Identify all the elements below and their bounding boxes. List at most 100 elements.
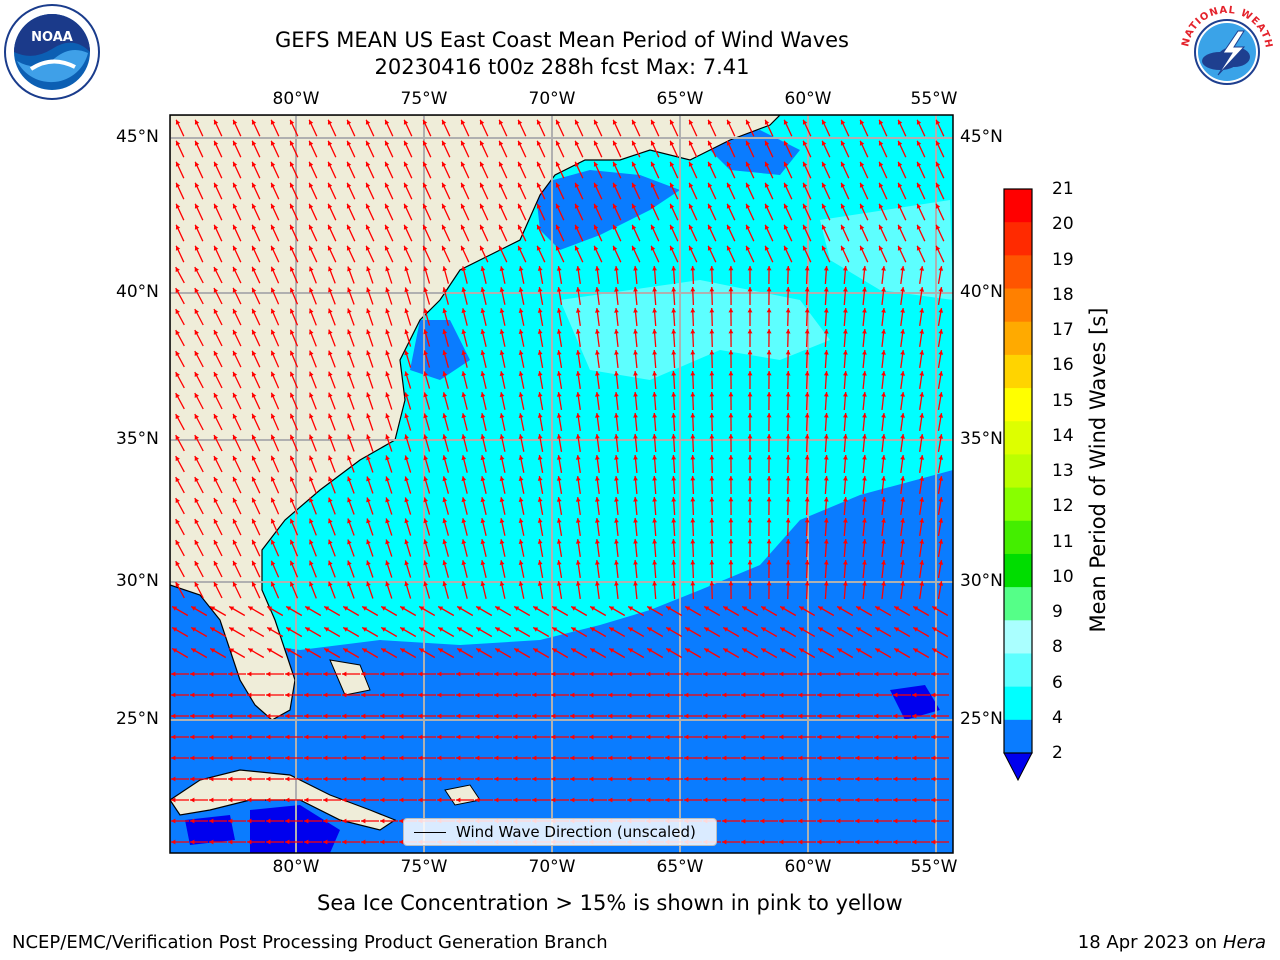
wave-arrow-head <box>518 350 524 355</box>
wave-arrow-head <box>514 648 520 653</box>
wave-arrow-head <box>286 627 292 632</box>
wave-arrow-head <box>574 203 580 209</box>
wave-arrow-head <box>247 797 252 803</box>
wave-arrow-head <box>499 413 505 418</box>
wave-arrow-head <box>690 560 696 565</box>
wave-arrow-head <box>893 776 898 782</box>
wave-arrow-head <box>210 606 216 611</box>
wave-arrow-head <box>190 776 195 782</box>
wave-arrow-head <box>419 627 425 632</box>
wave-arrow-head <box>840 182 846 188</box>
wave-arrow-head <box>404 413 409 419</box>
wave-arrow-head <box>799 606 805 611</box>
wave-arrow-head <box>304 692 309 698</box>
wave-arrow-head <box>555 224 561 230</box>
wave-arrow-head <box>878 161 884 167</box>
wave-arrow-head <box>671 581 677 586</box>
wave-arrow-head <box>684 713 689 719</box>
wave-arrow-head <box>804 371 810 376</box>
colorbar-tick-label: 13 <box>1052 461 1074 481</box>
wave-arrow-head <box>404 329 409 335</box>
wave-arrow-head <box>381 648 387 653</box>
lon-label-top-80w: 80°W <box>272 89 320 109</box>
wave-arrow-head <box>745 140 751 146</box>
wave-arrow-head <box>859 119 865 125</box>
wave-arrow-head <box>423 476 428 482</box>
wave-arrow-head <box>213 330 219 335</box>
wave-arrow-head <box>175 309 180 315</box>
wave-arrow-head <box>802 203 808 209</box>
bahamas-land <box>329 659 371 696</box>
wave-arrow-head <box>499 560 505 565</box>
wave-arrow-head <box>881 287 886 292</box>
wave-arrow-head <box>745 224 751 230</box>
wave-arrow-head <box>518 308 524 313</box>
wave-arrow-head <box>404 455 409 461</box>
wave-arrow-head <box>518 581 524 586</box>
wave-arrow-head <box>175 245 181 251</box>
wave-arrow-head <box>442 350 448 356</box>
wave-arrow-head <box>213 561 219 566</box>
wave-arrow-head <box>766 476 772 481</box>
wave-arrow-head <box>804 266 810 271</box>
wave-arrow-head <box>608 734 613 740</box>
wave-arrow-head <box>821 119 827 125</box>
wave-arrow-head <box>228 734 233 740</box>
wave-arrow-head <box>703 734 708 740</box>
wave-arrow-head <box>627 671 632 677</box>
wave-arrow-head <box>403 224 409 230</box>
wave-arrow-head <box>194 498 199 503</box>
wave-arrow-head <box>856 627 862 632</box>
wave-arrow-head <box>685 606 691 611</box>
wave-arrow-head <box>897 203 903 209</box>
wave-arrow-head <box>935 245 941 251</box>
wave-arrow-head <box>804 497 810 502</box>
wave-arrow-head <box>704 627 710 632</box>
colorbar-band <box>1004 553 1032 588</box>
wave-arrow-head <box>533 648 539 653</box>
wave-arrow-head <box>480 308 486 314</box>
wave-arrow-head <box>633 308 638 313</box>
wave-arrow-head <box>328 371 333 377</box>
wave-arrow-head <box>862 518 867 523</box>
wave-arrow-head <box>494 797 499 803</box>
wave-arrow-head <box>766 371 772 376</box>
wave-arrow-head <box>441 140 447 146</box>
wave-arrow-head <box>423 371 428 377</box>
wave-arrow-head <box>513 755 518 761</box>
wave-arrow-head <box>247 839 252 845</box>
wave-arrow-head <box>537 539 543 544</box>
wave-arrow-head <box>266 797 271 803</box>
wave-arrow-head <box>804 476 810 481</box>
wave-arrow-head <box>823 287 829 292</box>
wave-arrow-head <box>495 627 501 632</box>
footer-date: 18 Apr 2023 on Hera <box>1078 932 1266 953</box>
wave-arrow-head <box>513 692 518 698</box>
wave-arrow-head <box>575 350 581 355</box>
wave-arrow-head <box>785 581 791 586</box>
wave-arrow-head <box>614 371 619 376</box>
wave-arrow-head <box>423 434 428 440</box>
wave-arrow-head <box>556 455 562 460</box>
wave-arrow-head <box>821 140 827 146</box>
wave-arrow-head <box>575 392 581 397</box>
wave-arrow-head <box>878 182 884 188</box>
wave-arrow-head <box>461 413 467 419</box>
wave-arrow-head <box>232 161 238 167</box>
wave-arrow-head <box>840 245 846 251</box>
wave-arrow-head <box>228 776 233 782</box>
wave-arrow-head <box>859 224 865 230</box>
wave-arrow-head <box>232 539 238 545</box>
wave-arrow-head <box>494 755 499 761</box>
wave-arrow-head <box>537 434 543 439</box>
wave-arrow-head <box>728 287 734 292</box>
wave-arrow-head <box>251 434 257 440</box>
wave-arrow-head <box>232 140 238 146</box>
wave-arrow-head <box>703 713 708 719</box>
colorbar-tick-label: 12 <box>1052 496 1074 517</box>
wave-arrow-head <box>194 161 200 167</box>
wave-arrow-head <box>897 224 903 230</box>
wave-arrow-head <box>366 308 371 314</box>
wave-arrow-head <box>418 671 423 677</box>
wave-arrow-head <box>671 476 677 481</box>
